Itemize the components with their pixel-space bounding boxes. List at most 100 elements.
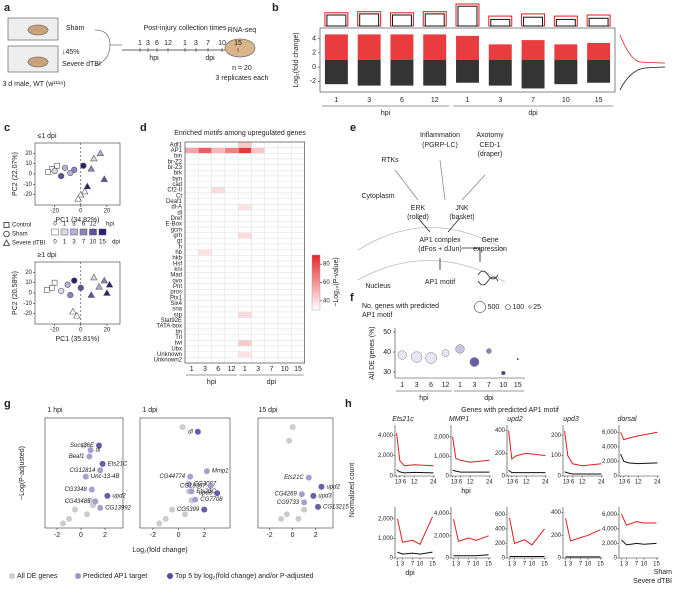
cell-bg xyxy=(198,255,212,262)
size-key xyxy=(474,301,486,313)
up-count xyxy=(521,13,546,27)
cell-bg xyxy=(211,249,226,256)
line-sham xyxy=(397,551,433,555)
cell-bg xyxy=(224,260,239,267)
x-tick-label: 6 xyxy=(400,97,404,104)
cell-bg xyxy=(251,204,266,211)
gene-label: Socs36E xyxy=(70,443,95,449)
cell-bg xyxy=(198,311,212,318)
cell-bg xyxy=(277,272,292,279)
cell-bg xyxy=(264,283,279,290)
point xyxy=(61,164,69,171)
row-label: Cf2-II xyxy=(167,188,182,194)
cell-bg xyxy=(211,170,226,177)
line-severe xyxy=(565,518,601,542)
label: Genes with predicted AP1 motif xyxy=(461,407,559,414)
down-count xyxy=(523,16,544,27)
cell-bg xyxy=(291,204,305,211)
x-tick-label: 24 xyxy=(430,480,437,486)
cell-bg xyxy=(237,175,252,182)
cell-bg xyxy=(184,328,199,335)
x-tick-label: 1 xyxy=(564,562,568,568)
y-tick-label: 0 xyxy=(614,556,618,562)
cell-bg xyxy=(237,266,252,273)
cell-bg xyxy=(184,266,199,273)
label: PC2 (22.07%) xyxy=(12,152,19,196)
x-tick-label: 24 xyxy=(654,480,661,486)
cell-bg xyxy=(211,323,226,330)
subplot-title: 1 hpi xyxy=(47,407,63,414)
point xyxy=(80,187,89,195)
cell-bg xyxy=(277,289,292,296)
x-tick-label: 24 xyxy=(486,480,493,486)
x-tick-label: 1 xyxy=(619,480,623,486)
cell-bg xyxy=(198,334,212,341)
x-tick-label: -2 xyxy=(266,532,272,539)
diagram-label: Axotomy xyxy=(476,132,504,139)
cell-bg xyxy=(277,164,292,171)
point xyxy=(74,194,82,202)
line-severe xyxy=(621,514,657,526)
x-tick-label: 3 xyxy=(457,562,461,568)
point xyxy=(301,506,308,513)
cell-bg xyxy=(277,181,292,188)
cell-bg xyxy=(211,181,226,188)
point xyxy=(194,428,201,435)
cell-bg xyxy=(237,198,252,205)
legend-swatch xyxy=(98,228,107,236)
cell-bg xyxy=(251,289,266,296)
y-tick-label: 4,000 xyxy=(602,444,618,450)
point xyxy=(179,424,186,431)
line-severe xyxy=(397,516,433,545)
point xyxy=(315,503,321,510)
cell-bg xyxy=(277,334,292,341)
y-tick-label: 2,000 xyxy=(434,434,450,440)
label: ↓45% xyxy=(62,49,80,56)
label: RNA-seq xyxy=(228,27,257,34)
point xyxy=(162,515,169,522)
cell-bg xyxy=(184,323,199,330)
cell-bg xyxy=(237,345,252,352)
cell-bg xyxy=(184,192,199,199)
cell-bg xyxy=(277,345,292,352)
cell-bg xyxy=(251,232,266,239)
cell-bg xyxy=(277,170,292,177)
label: dpi xyxy=(267,379,277,386)
x-tick-label: 3 xyxy=(566,480,570,486)
label: dpi xyxy=(528,110,538,117)
cell-bg xyxy=(184,209,199,216)
y-tick-label: 200 xyxy=(495,541,506,547)
down-cloud xyxy=(423,60,447,86)
diagram-label: Inflammation xyxy=(420,132,460,139)
x-tick-label: 1 xyxy=(458,382,462,389)
cell-bg xyxy=(184,232,199,239)
cell-bg xyxy=(251,209,266,216)
cell-bg xyxy=(198,198,212,205)
legend-swatch xyxy=(89,228,97,236)
y-tick-label: 2,000 xyxy=(602,459,618,465)
cell-bg xyxy=(184,221,199,228)
y-tick-label: 4,000 xyxy=(378,433,394,439)
x-tick-label: 20 xyxy=(104,328,111,334)
cell-bg xyxy=(224,198,239,205)
diagram-label: expression xyxy=(473,246,507,253)
cell-bg xyxy=(211,260,226,267)
cell-bg xyxy=(211,294,226,301)
down-count xyxy=(359,13,380,27)
cell-bg xyxy=(291,351,305,358)
cell-bg xyxy=(291,294,305,301)
cell-bg xyxy=(251,164,266,171)
row-label: pros xyxy=(170,290,182,296)
label: hpi xyxy=(207,379,217,386)
row-label: br-Z3 xyxy=(168,165,183,171)
y-tick-label: 200 xyxy=(551,533,562,539)
point xyxy=(80,442,87,449)
label: 0 xyxy=(53,240,57,246)
row-label: E-Box xyxy=(166,222,182,228)
cell-bg xyxy=(224,300,239,307)
cell-bg xyxy=(198,351,212,358)
label: dpi xyxy=(205,55,215,62)
gene-label: dl xyxy=(188,429,193,435)
cell-bg xyxy=(251,170,266,177)
row-label: ovo xyxy=(172,278,182,284)
